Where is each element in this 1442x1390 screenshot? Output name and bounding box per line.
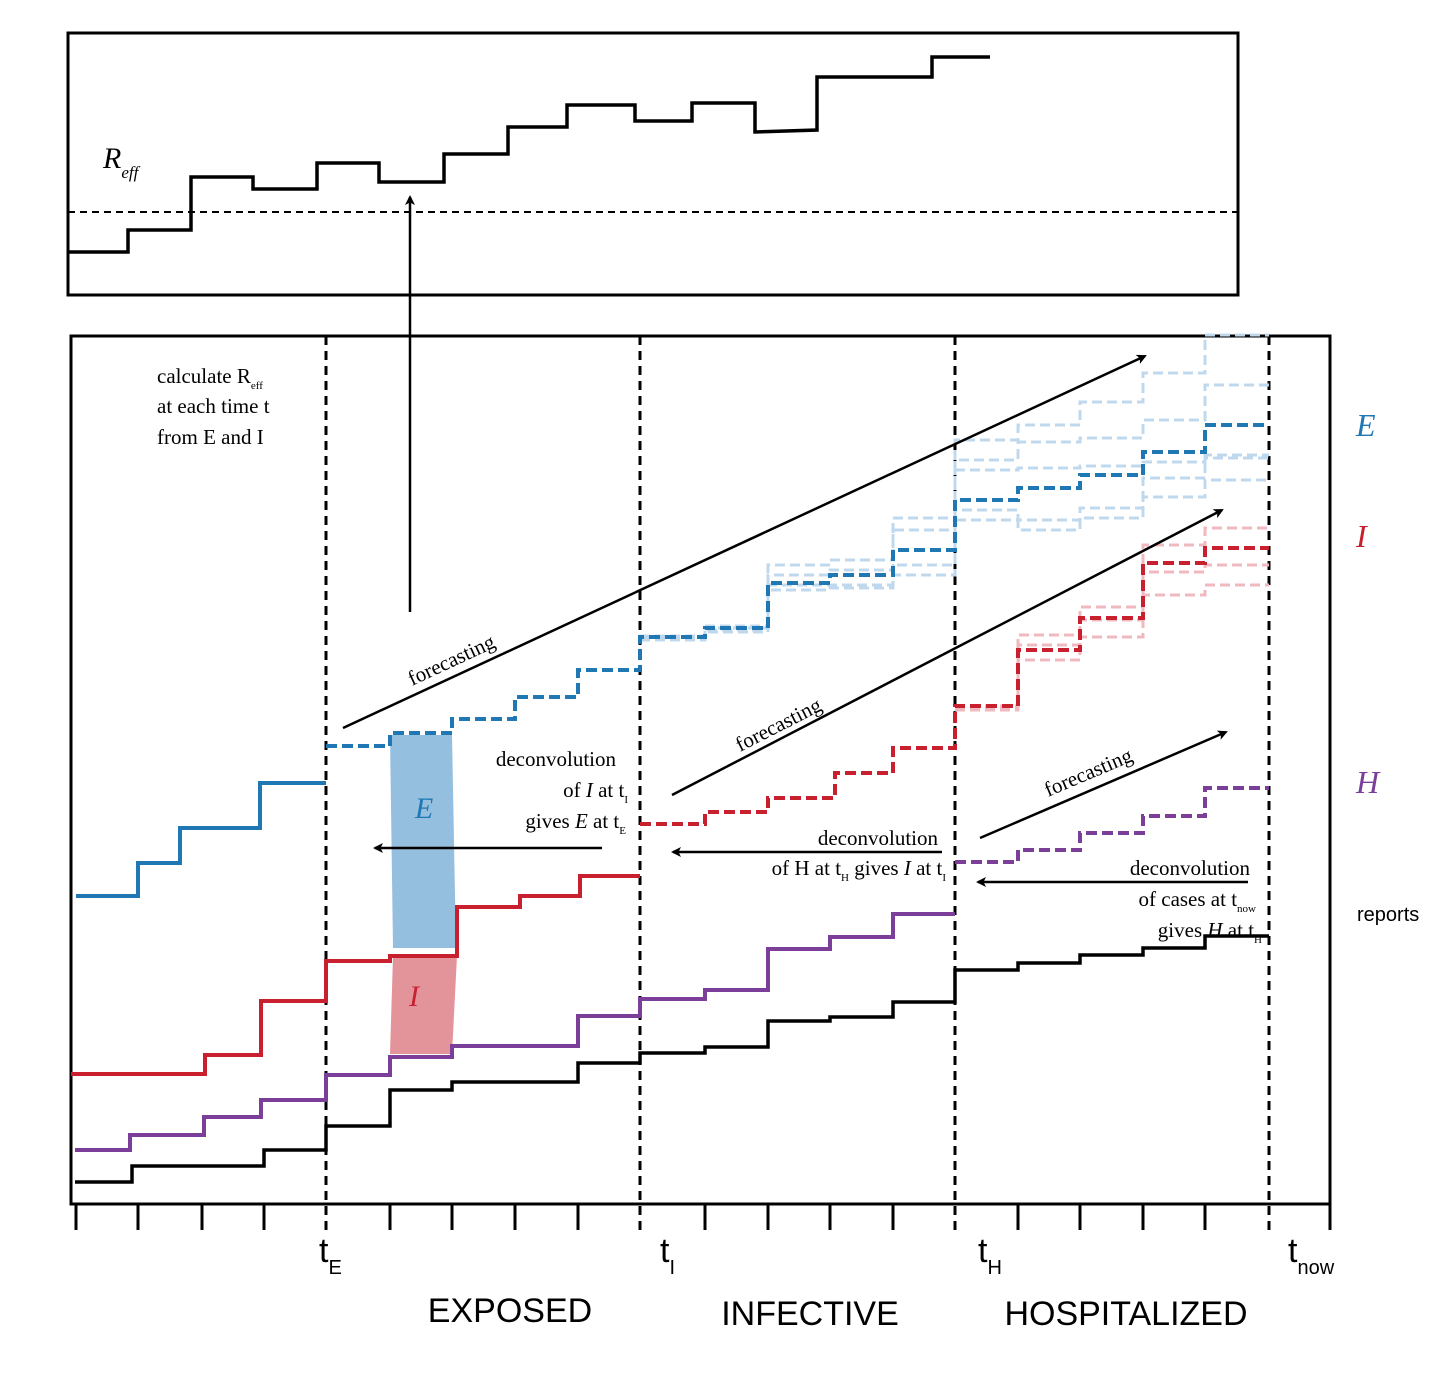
svg-text:of cases at tnow: of cases at tnow <box>1139 887 1257 915</box>
svg-text:deconvolution: deconvolution <box>496 747 617 771</box>
svg-text:of H at tH gives I at tI: of H at tH gives I at tI <box>772 856 947 884</box>
phase-infective: INFECTIVE <box>721 1295 899 1333</box>
svg-text:deconvolution: deconvolution <box>818 826 939 850</box>
time-axis: tE tI tH tnow <box>71 1202 1335 1279</box>
series-legend: E I H reports <box>1355 407 1419 926</box>
I-forecast-line <box>640 546 1269 826</box>
phase-labels: EXPOSED INFECTIVE HOSPITALIZED <box>428 1292 1248 1333</box>
axis-ticks <box>74 1204 1332 1230</box>
main-panel: E I calculate Reff at each time t from E… <box>69 195 1332 1230</box>
deconvolution-note-1: deconvolution of I at tI gives E at tE <box>496 747 628 837</box>
phase-exposed: EXPOSED <box>428 1292 592 1330</box>
reff-step-curve <box>68 55 990 254</box>
forecasting-arrow-1 <box>342 354 1147 730</box>
phase-hospitalized: HOSPITALIZED <box>1004 1295 1247 1333</box>
E-fill-label: E <box>414 792 433 825</box>
H-observed-line <box>75 912 955 1152</box>
axis-label-tnow: tnow <box>1288 1232 1335 1279</box>
reff-panel-frame <box>66 31 1240 297</box>
I-observed-line <box>71 874 640 1076</box>
forecasting-label-2: forecasting <box>731 692 825 756</box>
svg-text:deconvolution: deconvolution <box>1130 856 1251 880</box>
axis-label-tH: tH <box>978 1232 1002 1279</box>
I-fill-region <box>390 956 457 1054</box>
E-fill-region <box>390 735 456 948</box>
calculate-reff-note: calculate Reff at each time t from E and… <box>157 364 270 449</box>
H-forecast-line <box>955 786 1269 864</box>
reff-panel: Reff <box>66 31 1240 297</box>
legend-H: H <box>1355 764 1381 800</box>
legend-I: I <box>1355 518 1368 554</box>
deconvolution-note-3: deconvolution of cases at tnow gives H a… <box>1130 856 1262 946</box>
reff-label: Reff <box>102 142 141 182</box>
svg-text:gives H at tH: gives H at tH <box>1158 918 1262 946</box>
svg-text:from E and I: from E and I <box>157 425 264 449</box>
forecasting-label-3: forecasting <box>1041 743 1137 802</box>
axis-label-tE: tE <box>319 1232 342 1279</box>
deconvolution-note-2: deconvolution of H at tH gives I at tI <box>772 826 947 884</box>
legend-E: E <box>1355 407 1376 443</box>
svg-text:at each time t: at each time t <box>157 394 270 418</box>
forecasting-arrow-3 <box>979 730 1228 840</box>
E-observed-line <box>76 781 326 898</box>
I-fill-label: I <box>408 980 421 1013</box>
legend-reports: reports <box>1357 904 1419 926</box>
svg-text:of I at tI: of I at tI <box>563 778 628 806</box>
forecasting-label-1: forecasting <box>404 629 499 690</box>
svg-text:gives E at tE: gives E at tE <box>525 809 626 837</box>
svg-text:calculate Reff: calculate Reff <box>157 364 263 392</box>
axis-label-tI: tI <box>660 1232 675 1279</box>
forecasting-arrow-2 <box>671 508 1224 797</box>
reports-line <box>75 934 1269 1184</box>
